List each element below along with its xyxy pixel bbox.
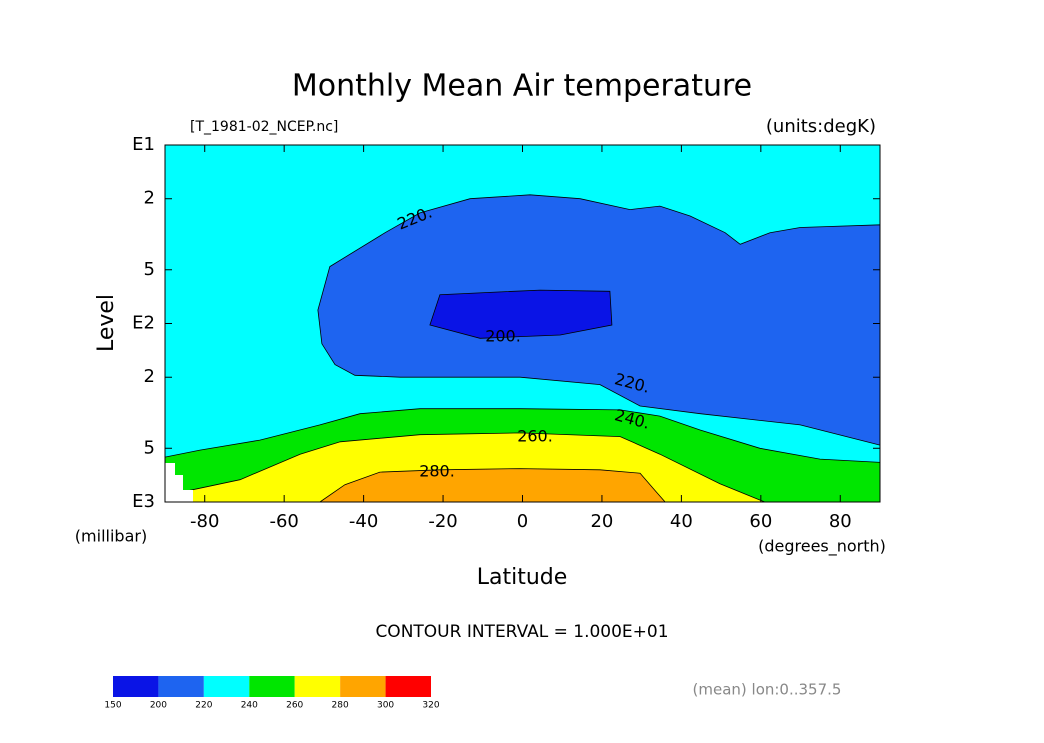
colorbar-label: 300 — [377, 701, 394, 711]
colorbar-label: 220 — [195, 701, 212, 711]
y-tick-label: 2 — [144, 366, 155, 387]
contour-region — [318, 468, 666, 503]
x-tick-label: -80 — [190, 511, 219, 532]
colorbar-box — [203, 676, 250, 697]
chart-title: Monthly Mean Air temperature — [292, 69, 752, 104]
x-tick-label: -60 — [269, 511, 298, 532]
colorbar-box — [249, 676, 295, 697]
colorbar-label: 150 — [104, 701, 121, 711]
y-tick-label: E1 — [132, 134, 155, 155]
x-tick-label: 80 — [829, 511, 852, 532]
x-tick-label: 40 — [670, 511, 693, 532]
file-label: [T_1981-02_NCEP.nc] — [190, 119, 338, 135]
colorbar-box — [158, 676, 204, 697]
annotation: (mean) lon:0..357.5 — [693, 681, 842, 699]
colorbar-label: 260 — [286, 701, 303, 711]
colorbar-box — [113, 676, 159, 697]
y-tick-label: 2 — [144, 188, 155, 209]
contour-region — [429, 289, 613, 339]
colorbar-label: 280 — [332, 701, 349, 711]
y-tick-label: 5 — [144, 437, 155, 458]
plot-area — [164, 145, 881, 503]
footer: CONTOUR INTERVAL = 1.000E+01 — [375, 622, 668, 642]
contour-label: 200. — [485, 327, 521, 346]
x-tick-label: 0 — [517, 511, 528, 532]
contour-label: 260. — [517, 427, 553, 446]
y-tick-label: E3 — [132, 491, 155, 512]
y-tick-label: 5 — [144, 259, 155, 280]
colorbar-label: 200 — [150, 701, 167, 711]
x-units: (degrees_north) — [758, 537, 886, 557]
colorbar-label: 240 — [241, 701, 258, 711]
colorbar-box — [340, 676, 386, 697]
colorbar-box — [294, 676, 341, 697]
x-axis-title: Latitude — [477, 565, 568, 590]
contour-label: 280. — [419, 462, 455, 481]
x-tick-label: 60 — [749, 511, 772, 532]
units-label: (units:degK) — [766, 116, 876, 137]
y-tick-label: E2 — [132, 313, 155, 334]
y-axis-title: Level — [94, 294, 119, 352]
x-tick-label: 20 — [590, 511, 613, 532]
y-units: (millibar) — [75, 527, 147, 546]
colorbar-label: 320 — [422, 701, 439, 711]
missing-data — [165, 463, 193, 502]
x-tick-label: -40 — [349, 511, 378, 532]
x-tick-label: -20 — [428, 511, 457, 532]
colorbar-box — [385, 676, 431, 697]
